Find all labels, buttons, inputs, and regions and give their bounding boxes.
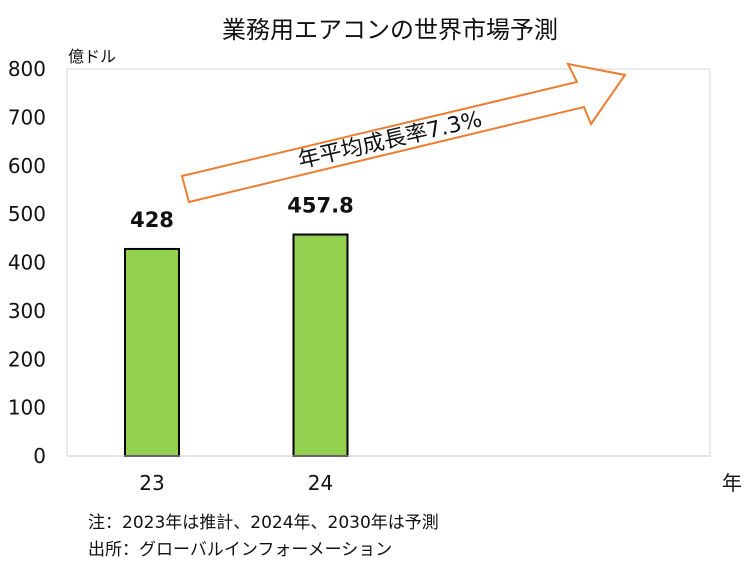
bar (292, 233, 349, 457)
growth-arrow-label: 年平均成長率7.3% (296, 107, 485, 174)
y-axis-unit-label: 億ドル (68, 47, 116, 66)
y-tick-label: 500 (8, 202, 46, 226)
y-tick-label: 100 (8, 396, 46, 420)
y-axis-ticks: 0 100 200 300 400 500 600 700 800 (8, 57, 46, 468)
chart-title: 業務用エアコンの世界市場予測 (222, 16, 558, 44)
y-tick-label: 300 (8, 299, 46, 323)
x-axis-ticks: 232430 (139, 471, 333, 495)
growth-arrow: 年平均成長率7.3% (180, 62, 627, 204)
x-tick-label: 23 (139, 471, 164, 495)
y-tick-label: 200 (8, 347, 46, 371)
growth-arrow-shape (180, 62, 627, 204)
y-tick-label: 400 (8, 251, 46, 275)
data-label: 457.8 (287, 194, 353, 218)
y-tick-label: 800 (8, 57, 46, 81)
y-tick-label: 700 (8, 105, 46, 129)
footnote-source: 出所：グローバルインフォーメーション (88, 540, 392, 560)
y-tick-label: 0 (33, 444, 46, 468)
x-tick-label: 24 (308, 471, 333, 495)
y-tick-label: 600 (8, 154, 46, 178)
bar-series (124, 233, 349, 457)
bar (124, 247, 180, 457)
footnote-note: 注：2023年は推計、2024年、2030年は予測 (88, 513, 439, 533)
data-label: 428 (130, 208, 174, 232)
x-axis-unit-label: 年 (722, 471, 742, 495)
